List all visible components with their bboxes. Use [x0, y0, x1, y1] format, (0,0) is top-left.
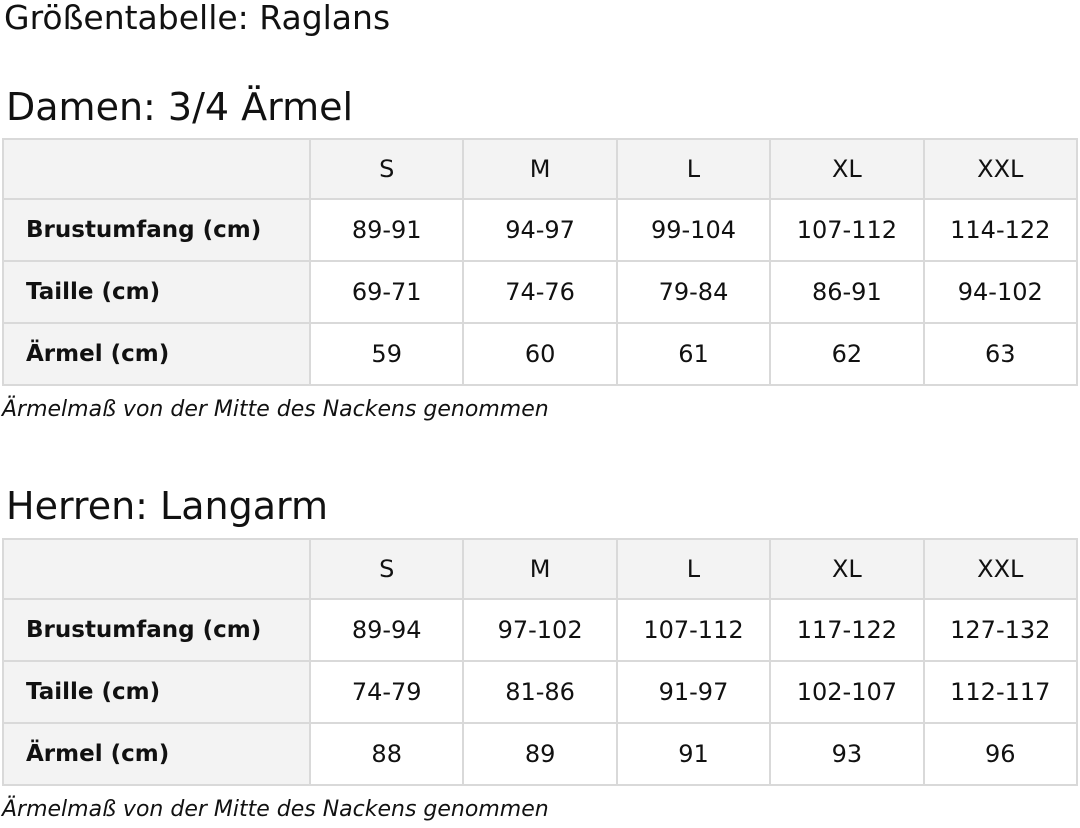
size-table: S M L XL XXL Brustumfang (cm) 89-94 97-102 107-1… [2, 538, 1079, 786]
size-header: XXL [922, 538, 1079, 600]
size-header: S [308, 138, 465, 200]
measurement-cell: 63 [922, 322, 1079, 386]
table-header-row: S M L XL XXL [2, 538, 1079, 600]
table-note: Ärmelmaß von der Mitte des Nackens genom… [2, 397, 549, 422]
size-header: XL [769, 138, 925, 200]
section-heading: Damen: 3/4 Ärmel [6, 85, 354, 129]
measurement-cell: 60 [462, 322, 618, 386]
row-label: Ärmel (cm) [2, 322, 311, 386]
measurement-cell: 114-122 [922, 198, 1079, 262]
size-header: L [615, 138, 772, 200]
measurement-cell: 86-91 [769, 260, 925, 324]
measurement-cell: 89 [462, 722, 618, 786]
row-label: Taille (cm) [2, 660, 311, 724]
measurement-cell: 94-97 [462, 198, 618, 262]
row-label: Ärmel (cm) [2, 722, 311, 786]
row-label: Brustumfang (cm) [2, 198, 311, 262]
table-row: Ärmel (cm) 59 60 61 62 63 [2, 322, 1079, 386]
row-label: Brustumfang (cm) [2, 598, 311, 662]
size-header: M [462, 538, 618, 600]
size-header: S [308, 538, 465, 600]
measurement-cell: 62 [769, 322, 925, 386]
table-row: Brustumfang (cm) 89-94 97-102 107-112 117-12… [2, 598, 1079, 662]
size-header: XL [769, 538, 925, 600]
measurement-cell: 91 [615, 722, 772, 786]
measurement-cell: 91-97 [615, 660, 772, 724]
measurement-cell: 94-102 [922, 260, 1079, 324]
measurement-cell: 107-112 [615, 598, 772, 662]
page-title: Größentabelle: Raglans [4, 0, 391, 37]
measurement-cell: 107-112 [769, 198, 925, 262]
size-table: S M L XL XXL Brustumfang (cm) 89-91 94-97 99-104… [2, 138, 1079, 386]
measurement-cell: 74-79 [308, 660, 465, 724]
measurement-cell: 81-86 [462, 660, 618, 724]
table-row: Taille (cm) 69-71 74-76 79-84 86-91 94-102 [2, 260, 1079, 324]
measurement-cell: 69-71 [308, 260, 465, 324]
measurement-cell: 93 [769, 722, 925, 786]
measurement-cell: 59 [308, 322, 465, 386]
corner-cell [2, 138, 311, 200]
table-row: Ärmel (cm) 88 89 91 93 96 [2, 722, 1079, 786]
measurement-cell: 96 [922, 722, 1079, 786]
measurement-cell: 102-107 [769, 660, 925, 724]
measurement-cell: 89-94 [308, 598, 465, 662]
measurement-cell: 99-104 [615, 198, 772, 262]
table-row: Taille (cm) 74-79 81-86 91-97 102-107 112-117 [2, 660, 1079, 724]
measurement-cell: 61 [615, 322, 772, 386]
measurement-cell: 89-91 [308, 198, 465, 262]
measurement-cell: 117-122 [769, 598, 925, 662]
row-label: Taille (cm) [2, 260, 311, 324]
size-header: M [462, 138, 618, 200]
size-header: XXL [922, 138, 1079, 200]
section-heading: Herren: Langarm [6, 484, 328, 528]
table-note: Ärmelmaß von der Mitte des Nackens genom… [2, 797, 549, 822]
measurement-cell: 127-132 [922, 598, 1079, 662]
size-header: L [615, 538, 772, 600]
measurement-cell: 97-102 [462, 598, 618, 662]
measurement-cell: 112-117 [922, 660, 1079, 724]
measurement-cell: 74-76 [462, 260, 618, 324]
table-header-row: S M L XL XXL [2, 138, 1079, 200]
table-row: Brustumfang (cm) 89-91 94-97 99-104 107-112 1… [2, 198, 1079, 262]
measurement-cell: 88 [308, 722, 465, 786]
corner-cell [2, 538, 311, 600]
measurement-cell: 79-84 [615, 260, 772, 324]
